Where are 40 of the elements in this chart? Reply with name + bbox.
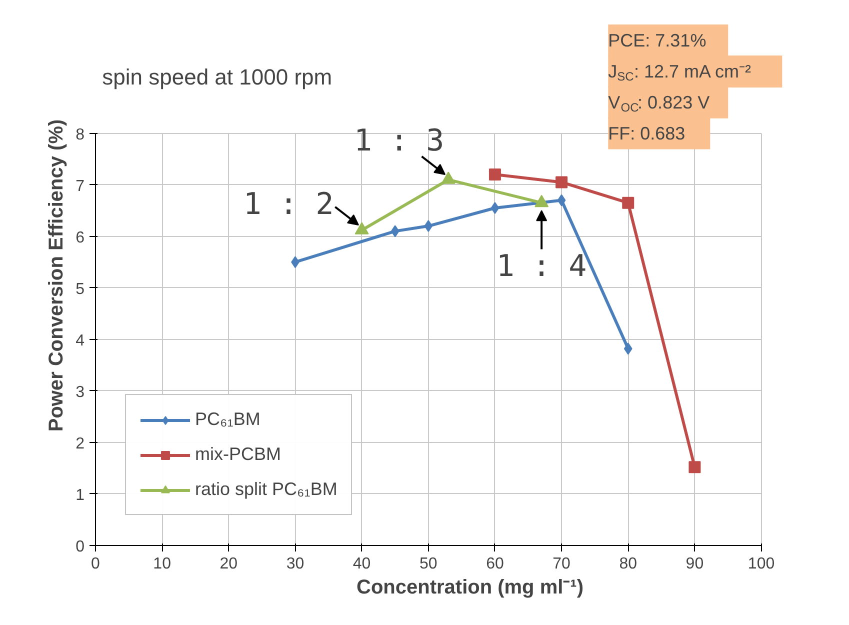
y-tick-label: 8	[76, 126, 85, 144]
point	[557, 194, 566, 206]
x-tick-label: 100	[748, 556, 775, 572]
point	[490, 202, 500, 214]
legend-label: mix-PCBM	[195, 444, 281, 465]
y-axis-title: Power Conversion Efficiency (%)	[46, 119, 68, 432]
x-tick-label: 70	[552, 556, 571, 572]
point	[688, 461, 701, 474]
legend-label: PC₆₁BM	[195, 409, 260, 430]
point	[424, 220, 433, 232]
y-tick-label: 4	[76, 332, 85, 350]
legend-label: ratio split PC₆₁BM	[195, 479, 338, 500]
y-tick-label: 2	[76, 435, 85, 452]
annotation: FF: 0.683	[608, 123, 686, 144]
y-tick-label: 6	[76, 229, 85, 246]
x-tick-label: 20	[220, 556, 238, 572]
x-tick-label: 0	[91, 556, 100, 572]
point	[624, 342, 632, 355]
x-tick-label: 80	[619, 556, 638, 572]
point	[390, 225, 400, 238]
text: PCE: 7.31%	[608, 30, 706, 51]
point	[488, 168, 501, 181]
y-tick-label: 3	[76, 384, 85, 401]
x-tick-label: 90	[686, 556, 704, 572]
x-tick-label: 30	[286, 556, 304, 572]
y-tick-label: 5	[76, 280, 85, 298]
y-tick-label: 1	[76, 486, 85, 504]
x-axis-title: Concentration (mg ml⁻¹)	[356, 576, 584, 598]
x-tick-label: 10	[153, 556, 172, 572]
x-tick-label: 60	[486, 556, 504, 572]
chart-title: spin speed at 1000 rpm	[102, 64, 332, 90]
x-tick-label: 50	[419, 556, 438, 572]
point	[622, 196, 634, 209]
y-tick-label: 0	[76, 538, 85, 556]
y-tick-label: 7	[76, 178, 85, 195]
annotation: 1 : 3	[354, 124, 444, 159]
point	[556, 176, 568, 188]
annotation: 1 : 4	[496, 249, 587, 284]
x-tick-label: 40	[352, 556, 371, 572]
annotation: 1 : 2	[243, 186, 334, 222]
